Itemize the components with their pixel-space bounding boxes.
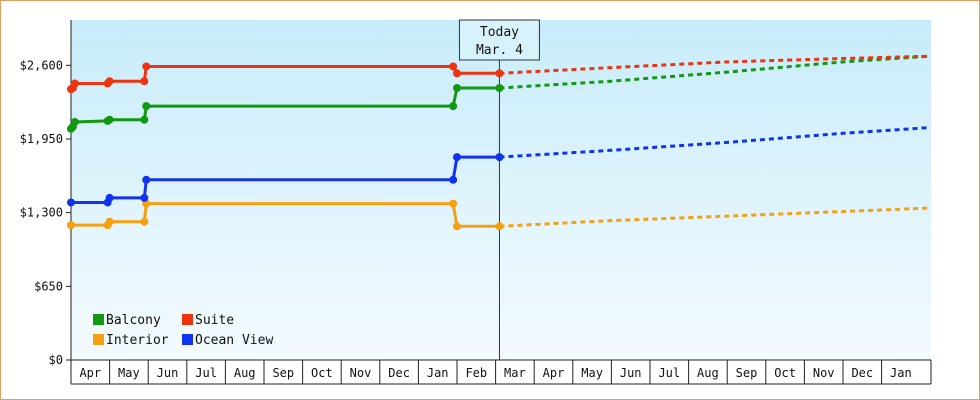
data-point-balcony: [105, 115, 114, 124]
data-point-balcony: [140, 115, 149, 124]
data-point-balcony: [453, 84, 461, 92]
today-date: Mar. 4: [476, 43, 523, 58]
month-label: Jun: [620, 366, 642, 380]
data-point-interior: [453, 222, 461, 231]
legend-swatch-interior: [93, 334, 104, 345]
today-box: [458, 19, 540, 61]
data-point-suite: [142, 62, 151, 71]
data-point-balcony: [142, 102, 151, 111]
month-label: Feb: [465, 366, 487, 380]
month-label: Mar: [504, 366, 526, 380]
month-label: Nov: [813, 366, 835, 380]
y-tick-label: $2,600: [20, 58, 63, 72]
month-label: Oct: [311, 366, 333, 380]
month-label: May: [581, 366, 603, 380]
month-label: Nov: [350, 366, 372, 380]
y-tick-label: $1,300: [20, 206, 63, 220]
series-projection-interior: [499, 206, 928, 228]
legend-swatch-suite: [182, 314, 193, 325]
month-label: Oct: [774, 366, 796, 380]
data-point-suite: [70, 79, 79, 88]
series-projection-ocean-view: [499, 126, 928, 159]
month-label: Aug: [234, 366, 256, 380]
data-point-balcony: [495, 84, 504, 92]
month-label: Sep: [736, 366, 758, 380]
month-label: May: [118, 366, 140, 380]
month-label: Jul: [658, 366, 680, 380]
month-label: Dec: [851, 366, 873, 380]
data-point-interior: [495, 222, 504, 231]
data-point-interior: [449, 199, 458, 208]
y-tick-label: $0: [49, 353, 63, 367]
month-label: Sep: [272, 366, 294, 380]
data-point-interior: [140, 217, 149, 226]
data-point-suite: [105, 77, 114, 86]
month-label: Jan: [427, 366, 449, 380]
y-tick-label: $1,950: [20, 132, 63, 146]
data-point-ocean-view: [67, 198, 75, 207]
legend-label-ocean-view: Ocean View: [195, 333, 273, 348]
data-point-suite: [453, 69, 461, 78]
data-point-suite: [140, 77, 149, 86]
month-label: Apr: [543, 366, 565, 380]
data-point-ocean-view: [449, 175, 458, 184]
data-point-ocean-view: [140, 193, 149, 202]
legend-label-suite: Suite: [195, 313, 234, 328]
month-label: Apr: [79, 366, 101, 380]
series-projection-suite: [499, 54, 928, 75]
y-tick-label: $650: [34, 279, 63, 293]
data-point-ocean-view: [105, 193, 114, 202]
today-label: Today: [480, 25, 519, 40]
month-label: Aug: [697, 366, 719, 380]
month-label: Jul: [195, 366, 217, 380]
data-point-ocean-view: [495, 153, 504, 162]
data-point-balcony: [70, 118, 79, 126]
legend-label-interior: Interior: [106, 333, 169, 348]
legend-label-balcony: Balcony: [106, 313, 161, 328]
data-point-balcony: [449, 102, 458, 111]
legend-swatch-balcony: [93, 314, 104, 325]
month-label: Jun: [157, 366, 179, 380]
month-label: Dec: [388, 366, 410, 380]
data-point-suite: [495, 69, 504, 78]
month-label: Jan: [890, 366, 912, 380]
data-point-interior: [67, 221, 75, 230]
data-point-suite: [449, 62, 458, 71]
legend-swatch-ocean-view: [182, 334, 193, 345]
data-point-ocean-view: [142, 175, 151, 184]
series-projection-balcony: [499, 54, 928, 90]
data-point-ocean-view: [453, 153, 461, 162]
data-point-interior: [105, 217, 114, 226]
